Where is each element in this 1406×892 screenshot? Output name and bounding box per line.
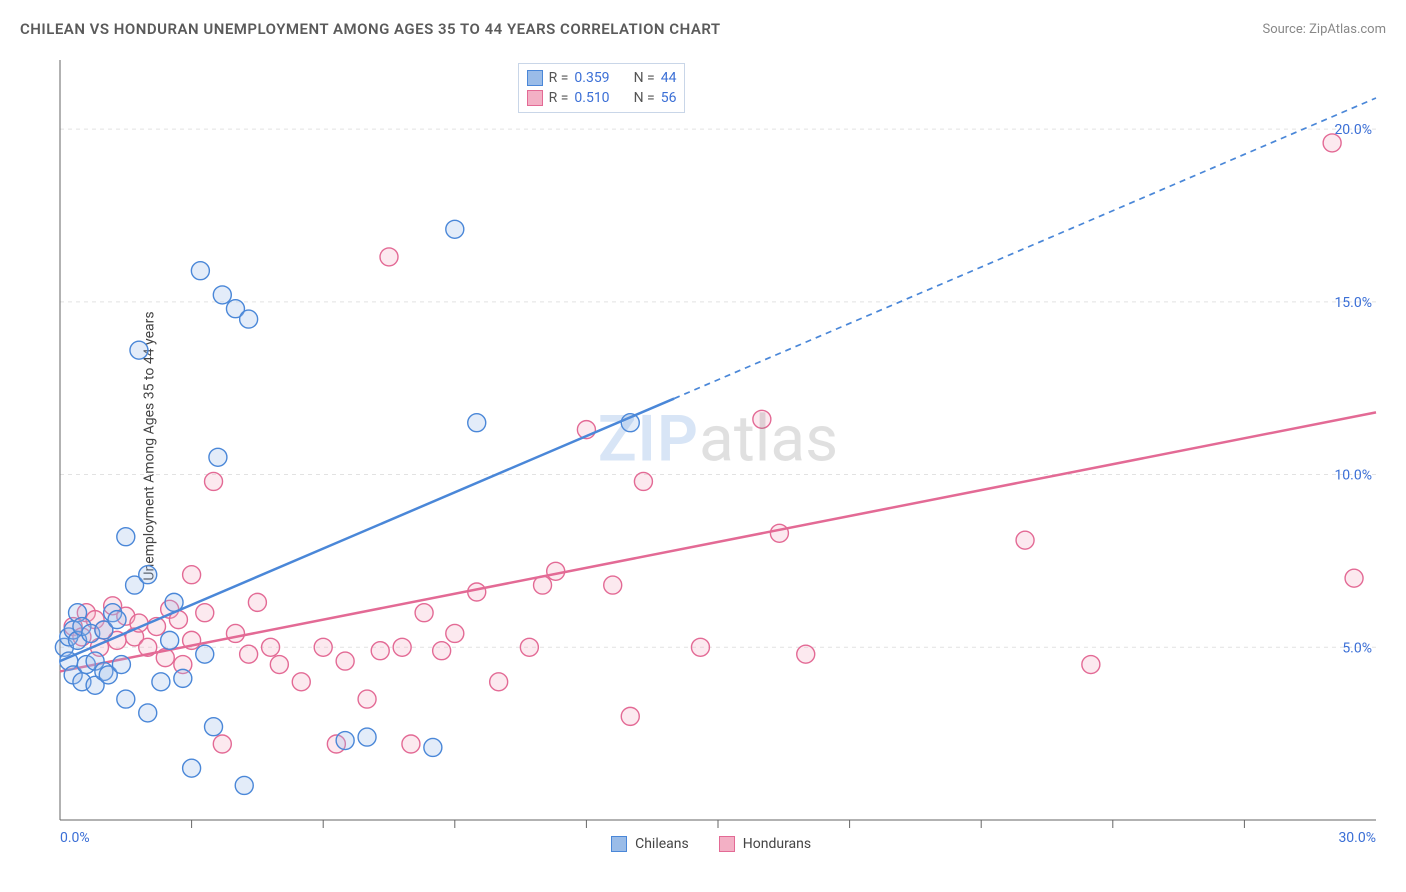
data-point	[520, 638, 538, 656]
data-point	[1016, 531, 1034, 549]
data-point	[753, 410, 771, 428]
y-tick-label: 5.0%	[1342, 640, 1372, 656]
data-point	[604, 576, 622, 594]
n-label: N =	[634, 70, 655, 86]
data-point	[240, 645, 258, 663]
correlation-legend: R = 0.359 N = 44 R = 0.510 N = 56	[518, 63, 686, 113]
data-point	[213, 286, 231, 304]
data-point	[183, 759, 201, 777]
data-point	[336, 652, 354, 670]
chart-area: 5.0%10.0%15.0%20.0%0.0%30.0% ZIPatlas R …	[50, 60, 1386, 850]
data-point	[117, 528, 135, 546]
data-point	[1345, 569, 1363, 587]
data-point	[130, 341, 148, 359]
header: CHILEAN VS HONDURAN UNEMPLOYMENT AMONG A…	[20, 20, 1386, 38]
data-point	[634, 472, 652, 490]
data-point	[292, 673, 310, 691]
r-label: R =	[549, 70, 569, 86]
y-tick-label: 20.0%	[1334, 122, 1372, 138]
legend-item-chileans: Chileans	[611, 836, 689, 852]
legend-row-hondurans: R = 0.510 N = 56	[527, 88, 677, 108]
chart-title: CHILEAN VS HONDURAN UNEMPLOYMENT AMONG A…	[20, 20, 721, 38]
legend-row-chileans: R = 0.359 N = 44	[527, 68, 677, 88]
y-tick-label: 15.0%	[1334, 295, 1372, 311]
regression-line	[60, 399, 674, 662]
data-point	[314, 638, 332, 656]
data-point	[547, 562, 565, 580]
hondurans-label: Hondurans	[743, 836, 811, 852]
data-point	[336, 732, 354, 750]
data-point	[213, 735, 231, 753]
data-point	[446, 220, 464, 238]
chileans-n-value: 44	[661, 70, 677, 86]
data-point	[196, 645, 214, 663]
data-point	[490, 673, 508, 691]
data-point	[415, 604, 433, 622]
data-point	[358, 728, 376, 746]
data-point	[270, 656, 288, 674]
data-point	[621, 707, 639, 725]
x-tick-label: 0.0%	[60, 830, 90, 846]
data-point	[117, 690, 135, 708]
data-point	[446, 624, 464, 642]
source-label: Source: ZipAtlas.com	[1262, 22, 1386, 37]
data-point	[240, 310, 258, 328]
data-point	[380, 248, 398, 266]
data-point	[468, 583, 486, 601]
data-point	[248, 593, 266, 611]
x-tick-label: 30.0%	[1338, 830, 1376, 846]
data-point	[183, 566, 201, 584]
data-point	[108, 611, 126, 629]
data-point	[468, 414, 486, 432]
data-point	[1323, 134, 1341, 152]
chart-container: CHILEAN VS HONDURAN UNEMPLOYMENT AMONG A…	[0, 0, 1406, 892]
data-point	[691, 638, 709, 656]
data-point	[139, 566, 157, 584]
chileans-swatch	[611, 836, 627, 852]
data-point	[393, 638, 411, 656]
data-point	[152, 673, 170, 691]
data-point	[205, 472, 223, 490]
chileans-label: Chileans	[635, 836, 689, 852]
data-point	[797, 645, 815, 663]
data-point	[196, 604, 214, 622]
data-point	[226, 624, 244, 642]
r-label: R =	[549, 90, 569, 106]
data-point	[262, 638, 280, 656]
hondurans-swatch	[719, 836, 735, 852]
data-point	[402, 735, 420, 753]
data-point	[205, 718, 223, 736]
data-point	[1082, 656, 1100, 674]
n-label: N =	[634, 90, 655, 106]
data-point	[161, 631, 179, 649]
data-point	[191, 262, 209, 280]
data-point	[209, 448, 227, 466]
data-point	[139, 704, 157, 722]
hondurans-n-value: 56	[661, 90, 677, 106]
series-legend: Chileans Hondurans	[611, 836, 811, 852]
data-point	[371, 642, 389, 660]
hondurans-r-value: 0.510	[574, 90, 609, 106]
data-point	[112, 656, 130, 674]
y-tick-label: 10.0%	[1334, 468, 1372, 484]
legend-item-hondurans: Hondurans	[719, 836, 811, 852]
data-point	[235, 776, 253, 794]
hondurans-swatch	[527, 90, 543, 106]
chileans-r-value: 0.359	[574, 70, 609, 86]
regression-line	[60, 412, 1376, 671]
data-point	[770, 524, 788, 542]
data-point	[358, 690, 376, 708]
chileans-swatch	[527, 70, 543, 86]
data-point	[424, 738, 442, 756]
data-point	[433, 642, 451, 660]
data-point	[174, 669, 192, 687]
scatter-chart-svg: 5.0% 10.0% 15.0% 20.0% 0.0% 30.0%	[50, 60, 1386, 850]
regression-line-dashed	[674, 98, 1376, 399]
